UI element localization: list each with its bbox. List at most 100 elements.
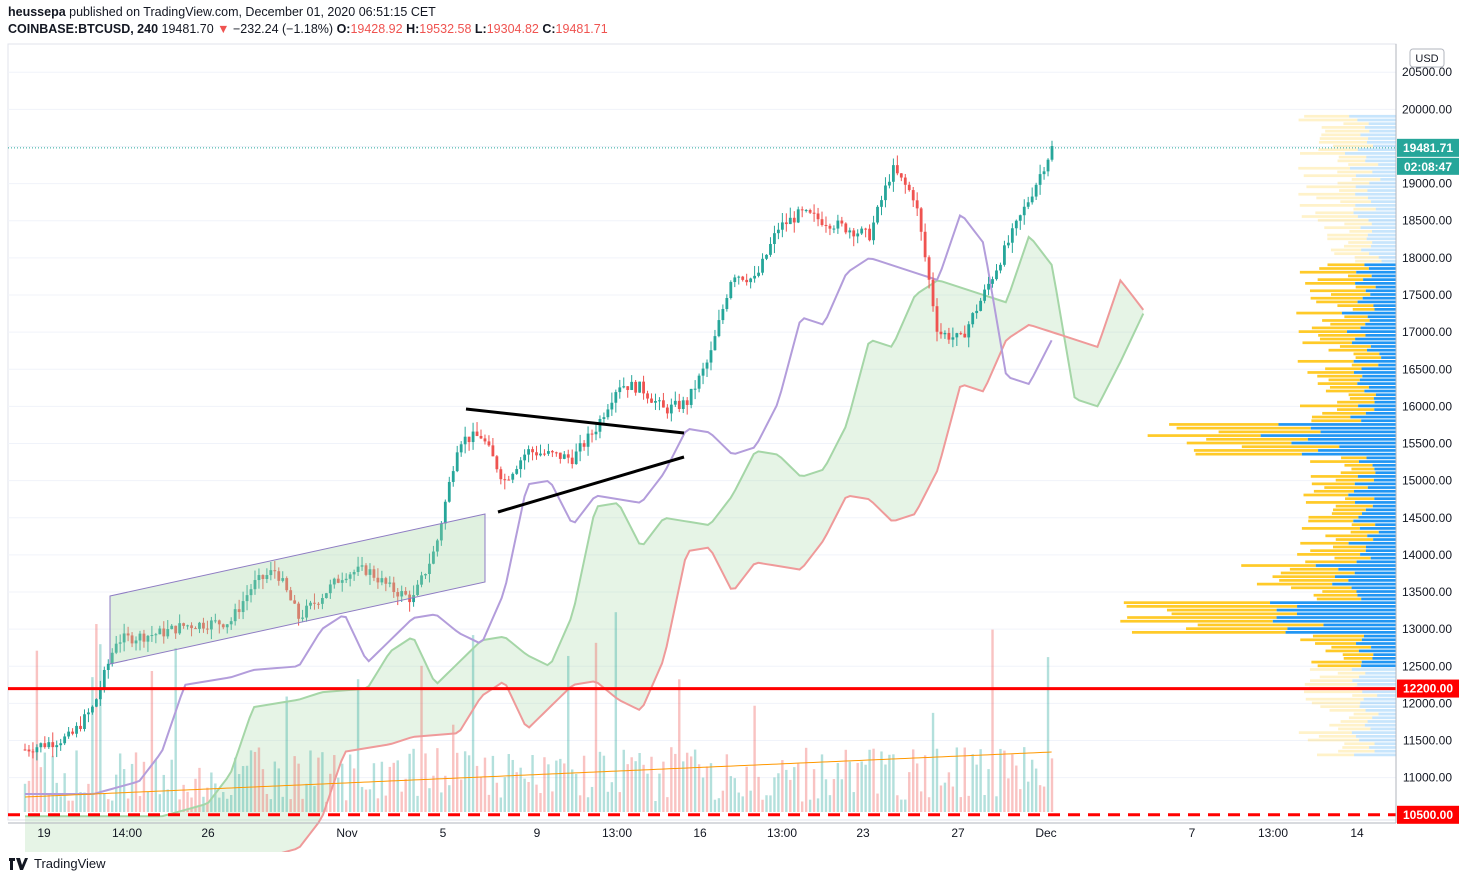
vp-sell-bar bbox=[1169, 423, 1279, 426]
volume-bar bbox=[150, 670, 154, 812]
candle-body bbox=[531, 449, 534, 453]
vp-buy-bar bbox=[1370, 345, 1396, 348]
candle-body bbox=[709, 350, 713, 363]
tradingview-logo[interactable]: TradingView bbox=[8, 855, 106, 871]
price-tick-label: 12000.00 bbox=[1402, 696, 1452, 710]
vp-sell-bar bbox=[1307, 371, 1354, 374]
volume-bar bbox=[174, 648, 177, 812]
volume-bar bbox=[610, 782, 614, 812]
symbol-legend: COINBASE:BTCUSD, 240 19481.70 ▼ −232.24 … bbox=[8, 22, 608, 36]
publish-info: heussepa published on TradingView.com, D… bbox=[8, 5, 436, 19]
vp-buy-bar bbox=[1372, 463, 1396, 467]
candle-body bbox=[412, 595, 415, 603]
volume-bar bbox=[265, 793, 269, 812]
last-price: 19481.70 bbox=[161, 22, 214, 36]
vp-buy-bar bbox=[1367, 348, 1396, 352]
vp-buy-bar bbox=[1310, 426, 1396, 430]
candle-body bbox=[626, 386, 630, 390]
candle-body bbox=[313, 602, 316, 604]
vp-buy-bar bbox=[1367, 534, 1396, 538]
candle-body bbox=[634, 381, 638, 393]
vp-buy-bar bbox=[1374, 400, 1396, 404]
vp-buy-bar bbox=[1373, 397, 1396, 400]
candle-body bbox=[487, 441, 491, 446]
vp-buy-bar bbox=[1365, 708, 1396, 712]
candle-body bbox=[550, 451, 554, 453]
candle-body bbox=[439, 523, 443, 541]
candle-body bbox=[804, 210, 808, 212]
volume-bar bbox=[392, 762, 395, 812]
vp-buy-bar bbox=[1365, 671, 1396, 675]
candle-body bbox=[249, 589, 253, 596]
candle-body bbox=[547, 451, 550, 454]
vp-buy-bar bbox=[1375, 523, 1396, 527]
volume-bar bbox=[812, 769, 816, 812]
vp-sell-bar bbox=[1298, 330, 1348, 333]
vp-buy-bar bbox=[1278, 423, 1396, 426]
volume-bar bbox=[991, 629, 994, 812]
candle-body bbox=[376, 577, 380, 583]
volume-bar bbox=[301, 798, 304, 812]
vp-sell-bar bbox=[1355, 285, 1376, 289]
vp-buy-bar bbox=[1357, 475, 1396, 478]
vp-buy-bar bbox=[1351, 341, 1396, 345]
volume-bar bbox=[602, 755, 606, 812]
candle-body bbox=[416, 584, 419, 596]
candle-body bbox=[681, 400, 685, 409]
volume-bar bbox=[908, 772, 911, 812]
countdown-tag bbox=[1397, 157, 1459, 175]
candle-body bbox=[697, 375, 701, 389]
candle-body bbox=[420, 575, 423, 585]
volume-bar bbox=[55, 782, 58, 812]
volume-bar bbox=[634, 761, 637, 812]
volume-bar bbox=[226, 798, 229, 812]
volume-bar bbox=[666, 797, 669, 812]
vp-sell-bar bbox=[1347, 274, 1372, 278]
vp-sell-bar bbox=[1308, 515, 1359, 519]
candle-body bbox=[55, 745, 59, 748]
vp-sell-bar bbox=[1343, 122, 1369, 126]
vp-sell-bar bbox=[1256, 582, 1333, 586]
vp-sell-bar bbox=[1350, 530, 1379, 534]
vp-sell-bar bbox=[1321, 133, 1361, 137]
time-tick-label: 13:00 bbox=[1258, 826, 1288, 840]
candle-body bbox=[435, 540, 439, 552]
vp-sell-bar bbox=[1300, 638, 1362, 642]
volume-bar bbox=[436, 748, 439, 812]
vp-buy-bar bbox=[1339, 445, 1396, 449]
candle-body bbox=[47, 742, 51, 748]
candle-body bbox=[1010, 228, 1014, 243]
candle-body bbox=[340, 580, 344, 583]
vp-sell-bar bbox=[1341, 456, 1367, 460]
vp-buy-bar bbox=[1354, 571, 1396, 575]
volume-bar bbox=[479, 776, 483, 812]
volume-bar bbox=[896, 795, 899, 812]
vp-buy-bar bbox=[1334, 575, 1396, 579]
volume-bar bbox=[670, 747, 673, 812]
volume-bar bbox=[630, 757, 633, 812]
volume-bar bbox=[154, 760, 158, 812]
vp-sell-bar bbox=[1166, 608, 1277, 612]
candle-body bbox=[1018, 215, 1022, 221]
parallel-channel bbox=[109, 513, 486, 665]
volume-bar bbox=[91, 677, 94, 812]
price-tick-label: 20000.00 bbox=[1402, 102, 1452, 116]
volume-bar bbox=[797, 763, 800, 812]
volume-bar bbox=[337, 777, 340, 812]
vp-sell-bar bbox=[1318, 140, 1367, 144]
vp-sell-bar bbox=[1340, 471, 1376, 475]
vp-buy-bar bbox=[1361, 248, 1396, 252]
price-chart[interactable]: USD20500.0020000.0019500.0019000.0018500… bbox=[0, 40, 1468, 852]
candle-body bbox=[729, 282, 733, 298]
candle-body bbox=[856, 233, 860, 237]
candle-body bbox=[951, 337, 955, 340]
candle-body bbox=[776, 229, 780, 234]
open-label: O: bbox=[336, 22, 351, 36]
volume-bar bbox=[765, 795, 768, 812]
volume-bar bbox=[75, 750, 78, 812]
volume-bar bbox=[293, 756, 296, 812]
candle-body bbox=[237, 609, 241, 613]
volume-bar bbox=[43, 752, 47, 812]
vp-buy-bar bbox=[1366, 237, 1396, 241]
vp-sell-bar bbox=[1317, 753, 1355, 757]
